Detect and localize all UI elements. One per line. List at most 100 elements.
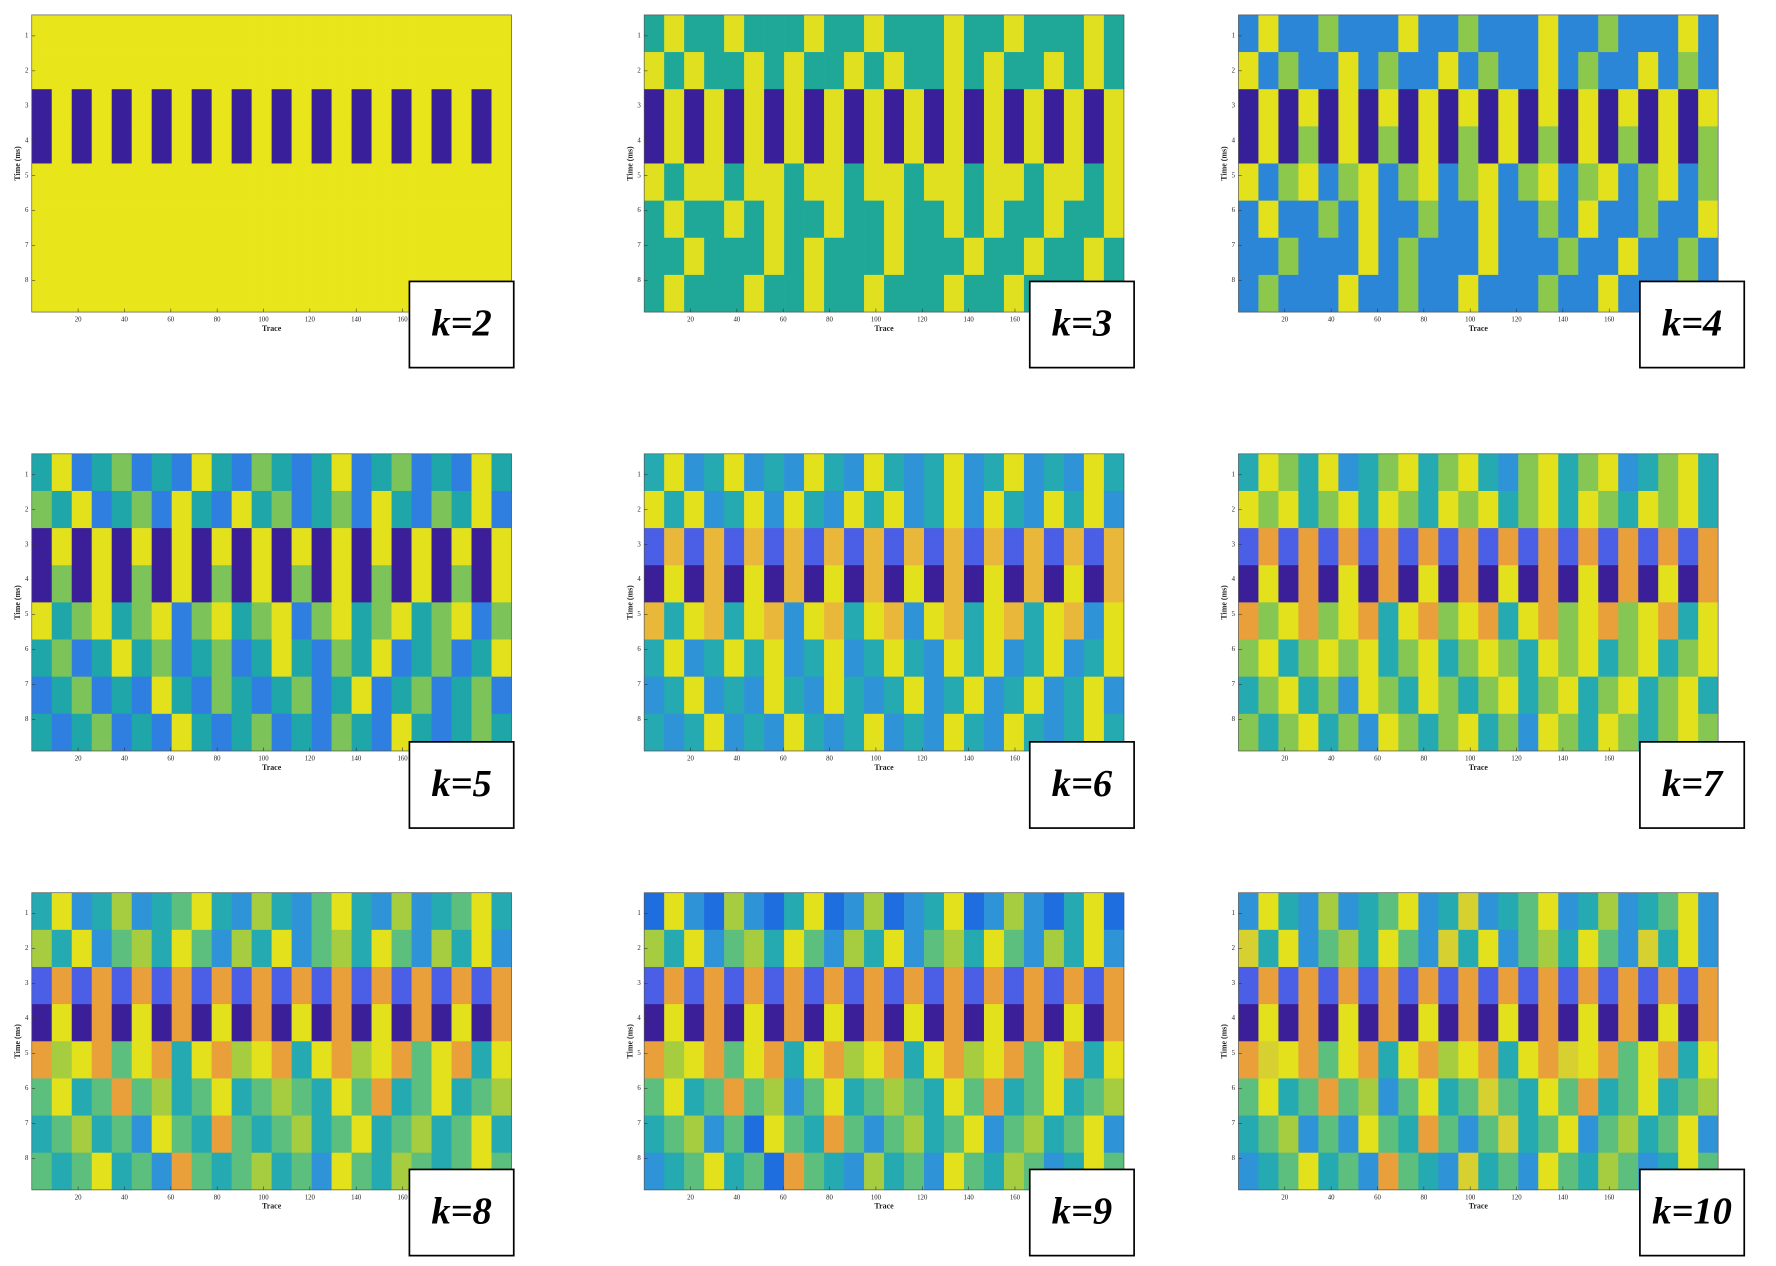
heatmap-cell	[704, 89, 725, 127]
heatmap-cell	[864, 602, 885, 640]
x-axis-label: Trace	[262, 324, 282, 333]
heatmap-cell	[371, 565, 392, 603]
heatmap-cell	[764, 126, 785, 164]
heatmap-cell	[1238, 929, 1259, 968]
x-tick-label: 140	[1558, 1194, 1569, 1201]
heatmap-cell	[311, 565, 332, 603]
heatmap-cell	[1318, 1152, 1339, 1191]
heatmap-cell	[963, 1004, 985, 1042]
heatmap-cell	[231, 1115, 252, 1154]
heatmap-cell	[844, 1115, 865, 1154]
heatmap-cell	[1598, 89, 1619, 127]
heatmap-cell	[271, 929, 292, 968]
heatmap-cell	[311, 163, 332, 201]
heatmap-cell	[983, 602, 1005, 640]
heatmap-cell	[451, 52, 472, 90]
heatmap-cell	[1103, 14, 1125, 53]
heatmap-cell	[884, 1115, 905, 1154]
heatmap-cell	[744, 1041, 765, 1079]
heatmap-cell	[924, 966, 945, 1005]
heatmap-cell	[1638, 490, 1659, 529]
x-axis-label: Trace	[874, 1202, 894, 1211]
heatmap-cell	[1378, 126, 1399, 164]
heatmap-cell	[171, 602, 193, 640]
heatmap-cell	[1338, 200, 1359, 239]
heatmap-cell	[784, 274, 805, 313]
heatmap-cell	[351, 1152, 372, 1191]
heatmap-cell	[804, 490, 825, 529]
heatmap-cell	[371, 163, 392, 201]
heatmap-cell	[1378, 1004, 1399, 1042]
x-tick-label: 100	[258, 1194, 269, 1201]
heatmap-cell	[151, 1041, 173, 1079]
heatmap-cell	[983, 676, 1005, 715]
plot-frame	[643, 14, 1125, 313]
heatmap-cell	[1558, 1115, 1579, 1154]
heatmap-cell	[1618, 565, 1639, 603]
heatmap-cell	[1458, 639, 1479, 678]
heatmap-cell	[351, 1115, 372, 1154]
heatmap-cell	[724, 602, 745, 640]
heatmap-cell	[151, 713, 173, 752]
heatmap-cell	[1458, 126, 1479, 164]
heatmap-cell	[983, 713, 1005, 752]
heatmap-cell	[1678, 602, 1699, 640]
heatmap-cell	[904, 966, 925, 1005]
heatmap-cell	[1298, 1078, 1319, 1116]
heatmap-cell	[1638, 892, 1659, 931]
heatmap-cell	[351, 676, 372, 715]
x-tick-label: 100	[871, 317, 882, 324]
heatmap-cell	[1278, 639, 1299, 678]
heatmap-cell	[1658, 237, 1679, 276]
heatmap-cell	[1103, 929, 1125, 968]
heatmap-cell	[1558, 929, 1579, 968]
heatmap-cell	[1498, 892, 1519, 931]
x-tick-label: 60	[167, 1194, 174, 1201]
heatmap-cell	[251, 52, 272, 90]
heatmap-cell	[1043, 676, 1065, 715]
heatmap-cell	[271, 274, 292, 313]
heatmap-cell	[963, 490, 985, 529]
heatmap-cell	[31, 126, 53, 164]
x-tick-label: 160	[397, 1194, 408, 1201]
heatmap-cell	[491, 453, 512, 492]
heatmap-cell	[1083, 528, 1105, 566]
heatmap-cell	[1238, 163, 1259, 201]
heatmap-cell	[1418, 200, 1439, 239]
heatmap-cell	[1478, 1041, 1499, 1079]
heatmap-cell	[1538, 639, 1559, 678]
heatmap-cell	[1063, 892, 1085, 931]
heatmap-cell	[704, 200, 725, 239]
heatmap-cell	[1578, 52, 1599, 90]
heatmap-cell	[1678, 1004, 1699, 1042]
heatmap-cell	[1658, 966, 1679, 1005]
heatmap-cell	[71, 892, 93, 931]
heatmap-cell	[431, 1041, 452, 1079]
heatmap-cell	[1458, 1078, 1479, 1116]
heatmap-cell	[151, 89, 173, 127]
heatmap-cell	[191, 200, 212, 239]
heatmap-cell	[804, 1041, 825, 1079]
heatmap-cell	[371, 528, 392, 566]
heatmap-cell	[451, 1078, 472, 1116]
heatmap-cell	[431, 126, 452, 164]
heatmap-cell	[1318, 1041, 1339, 1079]
heatmap-cell	[1638, 676, 1659, 715]
heatmap-cell	[704, 528, 725, 566]
y-tick-label: 4	[1232, 137, 1236, 144]
x-tick-label: 60	[1374, 755, 1381, 762]
heatmap-cell	[924, 89, 945, 127]
y-tick-label: 5	[25, 1050, 29, 1057]
heatmap-cell	[1278, 126, 1299, 164]
heatmap-cell	[251, 528, 272, 566]
heatmap-cell	[1103, 1041, 1125, 1079]
heatmap-cell	[804, 929, 825, 968]
heatmap-cell	[1558, 1078, 1579, 1116]
heatmap-cell	[431, 89, 452, 127]
y-tick-label: 1	[637, 910, 640, 917]
heatmap-cell	[1638, 1004, 1659, 1042]
heatmap-cell	[1698, 639, 1719, 678]
y-tick-label: 7	[1232, 1120, 1236, 1127]
heatmap-cell	[1558, 639, 1579, 678]
heatmap-cell	[191, 453, 212, 492]
